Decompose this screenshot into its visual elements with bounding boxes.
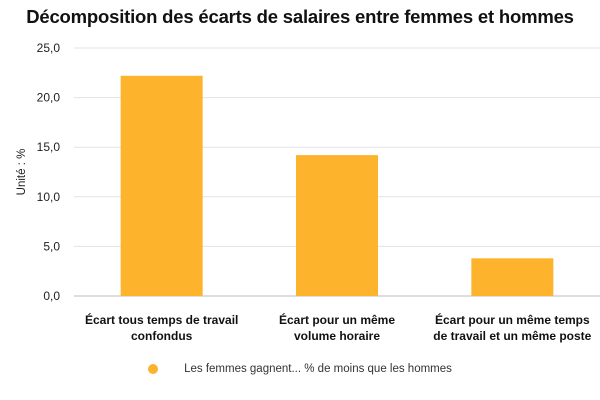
x-tick-label: Écart pour un même	[279, 312, 395, 327]
y-tick-label: 25,0	[37, 41, 61, 55]
bars	[120, 75, 554, 296]
x-tick-label: de travail et un même poste	[433, 329, 591, 343]
x-tick-label: confondus	[131, 329, 193, 343]
y-tick-label: 5,0	[43, 239, 60, 253]
y-axis-label: Unité : %	[16, 149, 28, 196]
bar[interactable]	[120, 75, 203, 296]
legend[interactable]: Les femmes gagnent... % de moins que les…	[0, 363, 600, 375]
y-tick-label: 20,0	[37, 91, 61, 105]
y-tick-label: 10,0	[37, 190, 61, 204]
x-tick-labels: Écart tous temps de travail confondus Écar…	[85, 312, 592, 343]
legend-label: Les femmes gagnent... % de moins que les…	[184, 363, 452, 375]
bar[interactable]	[471, 258, 554, 296]
legend-swatch	[148, 364, 159, 374]
y-tick-label: 15,0	[37, 140, 61, 154]
x-tick-label: Écart pour un même temps	[435, 312, 590, 327]
x-tick-label: Écart tous temps de travail	[85, 312, 238, 327]
x-tick-label: volume horaire	[294, 329, 380, 343]
chart-title: Décomposition des écarts de salaires ent…	[26, 6, 574, 27]
y-tick-labels: 0,0 5,0 10,0 15,0 20,0 25,0	[37, 41, 61, 303]
y-tick-label: 0,0	[43, 289, 60, 303]
bar[interactable]	[296, 155, 378, 296]
